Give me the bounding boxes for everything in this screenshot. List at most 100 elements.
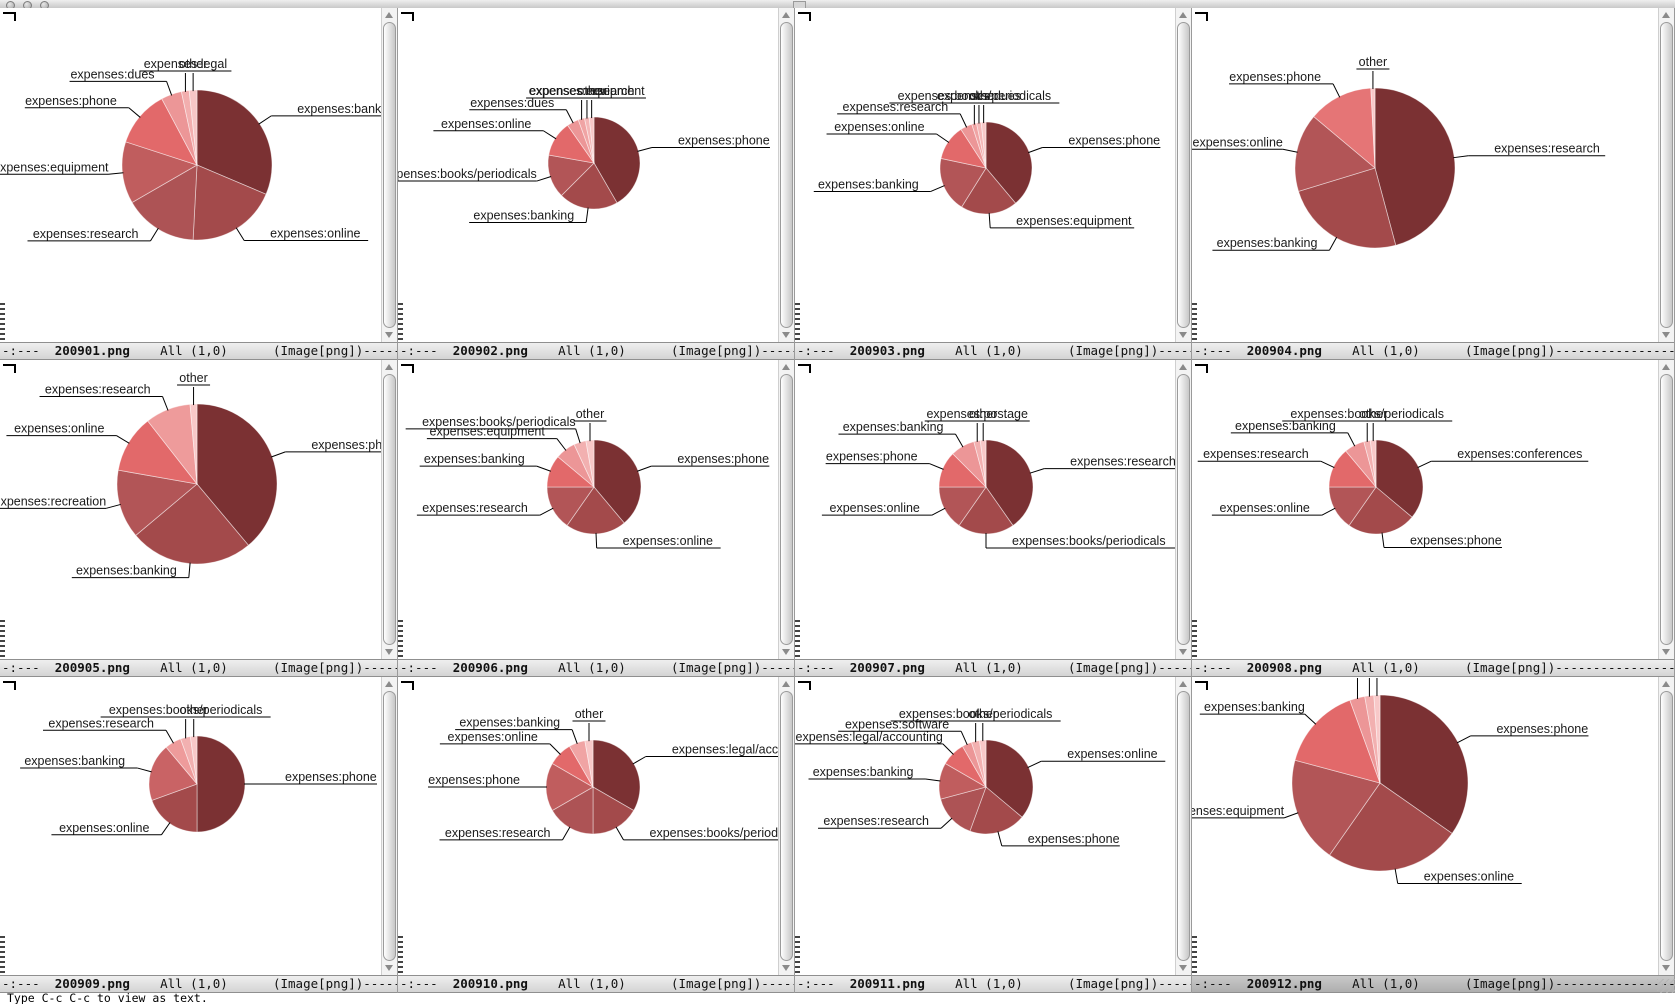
- scroll-up-arrow-icon[interactable]: [385, 364, 393, 370]
- scroll-up-arrow-icon[interactable]: [1662, 364, 1670, 370]
- scroll-up-arrow-icon[interactable]: [782, 364, 790, 370]
- scrollbar-thumb[interactable]: [1660, 374, 1673, 645]
- pie-label: expenses:online: [834, 120, 924, 134]
- scroll-up-arrow-icon[interactable]: [1662, 12, 1670, 18]
- buffer-position: All (1,0): [1352, 343, 1420, 358]
- pie-label: expenses:dues: [937, 89, 1021, 103]
- vertical-scrollbar[interactable]: [1658, 8, 1674, 342]
- fringe-truncation-icon: [1192, 620, 1197, 658]
- vertical-scrollbar[interactable]: [381, 8, 397, 342]
- vertical-scrollbar[interactable]: [1175, 8, 1191, 342]
- pie-label: expenses:research: [823, 814, 929, 828]
- scroll-down-arrow-icon[interactable]: [782, 965, 790, 971]
- pie-label: expenses:postage: [926, 407, 1028, 421]
- vertical-scrollbar[interactable]: [778, 677, 794, 975]
- scrollbar-thumb[interactable]: [780, 691, 793, 961]
- scroll-up-arrow-icon[interactable]: [1179, 12, 1187, 18]
- image-buffer: expenses:phone expenses:equipment expenses…: [795, 8, 1176, 342]
- editor-window: expenses:phone expenses:equipment expenses…: [795, 8, 1192, 360]
- scrollbar-thumb[interactable]: [1177, 691, 1190, 961]
- scroll-down-arrow-icon[interactable]: [1662, 332, 1670, 338]
- scroll-down-arrow-icon[interactable]: [1179, 332, 1187, 338]
- mode-line-prefix: -:---: [400, 343, 438, 358]
- scroll-down-arrow-icon[interactable]: [782, 649, 790, 655]
- scroll-up-arrow-icon[interactable]: [782, 681, 790, 687]
- pie-label: expenses:phone: [1229, 70, 1321, 84]
- vertical-scrollbar[interactable]: [381, 360, 397, 659]
- scrollbar-thumb[interactable]: [383, 374, 396, 645]
- mode-line-dashes: ----------------------------------------…: [1158, 976, 1191, 991]
- scrollbar-thumb[interactable]: [1177, 22, 1190, 328]
- mode-line-prefix: -:---: [1194, 343, 1232, 358]
- vertical-scrollbar[interactable]: [778, 360, 794, 659]
- pie-label: expenses:phone: [1028, 832, 1120, 846]
- pie-label: expenses:books/periodicals: [109, 703, 263, 717]
- scrollbar-thumb[interactable]: [1177, 374, 1190, 645]
- image-corner-marker-icon: [401, 364, 414, 373]
- image-buffer: expenses:phone expenses:online expenses:eq…: [1192, 677, 1659, 975]
- pie-label: expenses:banking: [459, 716, 560, 730]
- pie-label: other: [969, 707, 998, 721]
- image-buffer: expenses:phone expenses:banking expenses:r…: [0, 360, 382, 659]
- vertical-scrollbar[interactable]: [381, 677, 397, 975]
- scroll-down-arrow-icon[interactable]: [385, 965, 393, 971]
- vertical-scrollbar[interactable]: [1175, 677, 1191, 975]
- resize-grip-icon[interactable]: [1657, 979, 1675, 993]
- pie-label: expenses:online: [623, 534, 713, 548]
- scroll-down-arrow-icon[interactable]: [385, 649, 393, 655]
- mode-line-dashes: ----------------------------------------…: [1158, 343, 1191, 358]
- scrollbar-thumb[interactable]: [1660, 691, 1673, 961]
- scroll-up-arrow-icon[interactable]: [385, 12, 393, 18]
- scroll-up-arrow-icon[interactable]: [1179, 364, 1187, 370]
- pie-label: expenses:phone: [677, 452, 769, 466]
- image-buffer: expenses:legal/accounting expenses:books/…: [398, 677, 779, 975]
- pie-label: expenses:phone: [25, 94, 117, 108]
- fringe-truncation-icon: [795, 303, 800, 341]
- vertical-scrollbar[interactable]: [1175, 360, 1191, 659]
- pie-label: expenses:equipment: [1192, 804, 1285, 818]
- scrollbar-thumb[interactable]: [383, 691, 396, 961]
- scroll-down-arrow-icon[interactable]: [385, 332, 393, 338]
- pie-label: other: [179, 703, 208, 717]
- pie-chart-image: expenses:phone expenses:online expenses:re…: [405, 407, 770, 549]
- buffer-name: 200911.png: [849, 976, 925, 991]
- image-buffer: expenses:conferences expenses:phone expens…: [1192, 360, 1659, 659]
- scroll-up-arrow-icon[interactable]: [1179, 681, 1187, 687]
- scroll-down-arrow-icon[interactable]: [782, 332, 790, 338]
- pie-label: expenses:online: [441, 117, 531, 131]
- pie-label: expenses:books/periodicals: [422, 415, 576, 429]
- buffer-name: 200907.png: [849, 660, 925, 675]
- image-corner-marker-icon: [401, 681, 414, 690]
- scroll-down-arrow-icon[interactable]: [1179, 965, 1187, 971]
- scrollbar-thumb[interactable]: [1660, 22, 1673, 328]
- image-corner-marker-icon: [3, 681, 16, 690]
- scroll-down-arrow-icon[interactable]: [1179, 649, 1187, 655]
- pie-label: expenses:equipment: [430, 425, 546, 439]
- pie-label: expenses:phone: [285, 770, 377, 784]
- buffer-name: 200909.png: [54, 976, 130, 991]
- scroll-up-arrow-icon[interactable]: [385, 681, 393, 687]
- scroll-down-arrow-icon[interactable]: [1662, 649, 1670, 655]
- scrollbar-thumb[interactable]: [780, 22, 793, 328]
- pie-label: expenses:banking: [473, 208, 574, 222]
- vertical-scrollbar[interactable]: [1658, 360, 1674, 659]
- pie-label: expenses:books/periodicals: [398, 167, 537, 181]
- vertical-scrollbar[interactable]: [1658, 677, 1674, 975]
- scroll-down-arrow-icon[interactable]: [1662, 965, 1670, 971]
- major-mode-indicator: (Image[png]): [272, 976, 364, 991]
- scroll-up-arrow-icon[interactable]: [1662, 681, 1670, 687]
- pie-label: expenses:books/periodicals: [899, 707, 1053, 721]
- pie-label: expenses:dues: [470, 96, 554, 110]
- scrollbar-thumb[interactable]: [780, 374, 793, 645]
- scrollbar-thumb[interactable]: [383, 22, 396, 328]
- vertical-scrollbar[interactable]: [778, 8, 794, 342]
- scroll-up-arrow-icon[interactable]: [782, 12, 790, 18]
- pie-chart-image: expenses:research expenses:banking expense…: [1192, 55, 1606, 251]
- mode-line: -:--- 200910.png All (1,0) (Image[png])-…: [398, 975, 794, 993]
- pie-label: expenses:banking: [424, 452, 525, 466]
- fringe-truncation-icon: [1192, 936, 1197, 974]
- pie-label: expenses:research: [45, 383, 151, 397]
- mode-line-prefix: -:---: [400, 976, 438, 991]
- major-mode-indicator: (Image[png]): [670, 343, 762, 358]
- fringe-truncation-icon: [0, 303, 5, 341]
